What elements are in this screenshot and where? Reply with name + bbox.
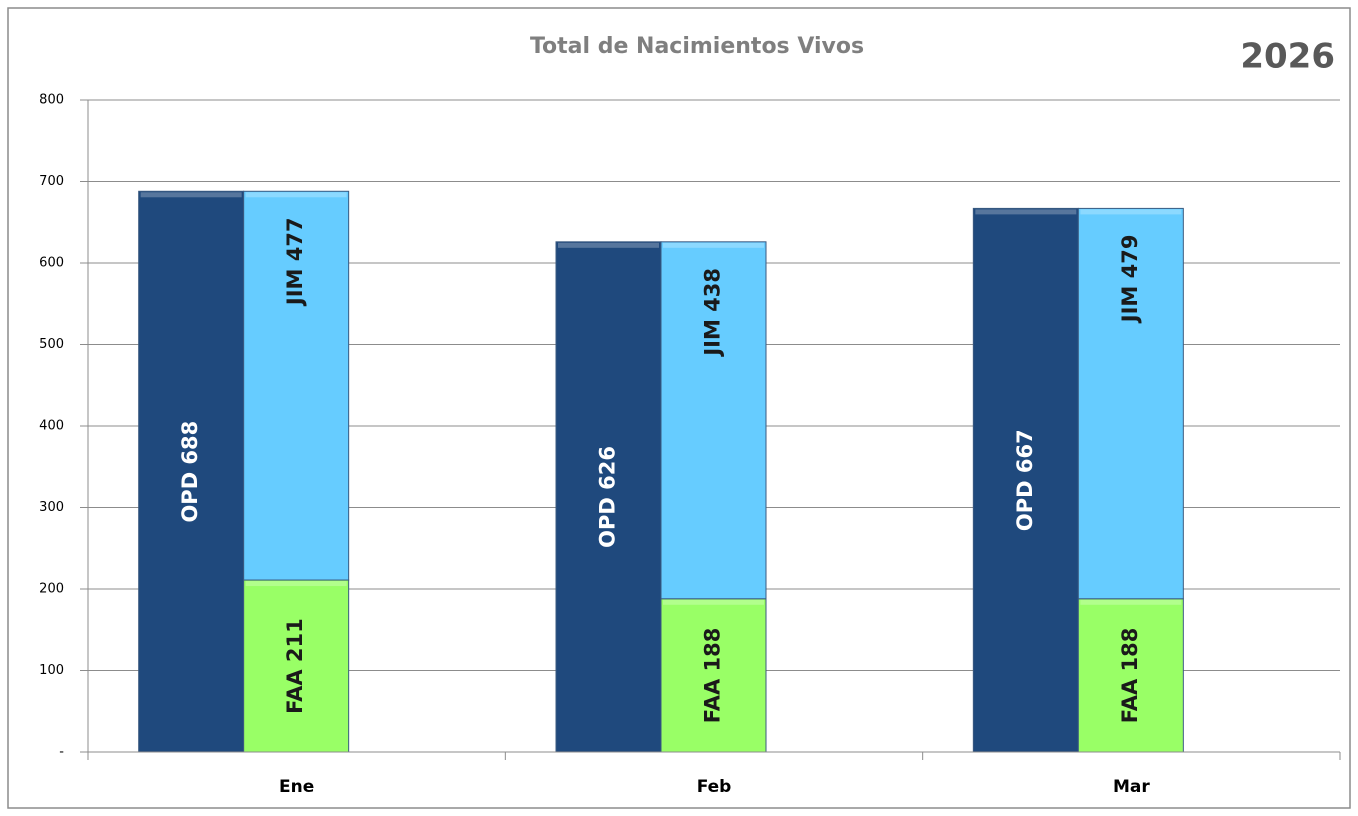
- value-label: FAA 188: [700, 628, 724, 724]
- bar-segment: [1077, 207, 1184, 600]
- bar-segment: [243, 190, 350, 581]
- y-tick-label: -: [59, 745, 64, 760]
- bar-highlight: [557, 242, 659, 248]
- bar-segment: [1077, 598, 1184, 753]
- bar-highlight: [245, 192, 347, 198]
- bar-highlight: [975, 209, 1077, 215]
- y-tick-label: 700: [39, 174, 64, 189]
- bar-highlight: [140, 192, 242, 198]
- bar-segment: [660, 241, 767, 600]
- x-tick-label: Feb: [697, 777, 732, 797]
- y-tick-label: 300: [39, 500, 64, 515]
- value-label: FAA 188: [1118, 628, 1142, 724]
- y-tick-label: 100: [39, 663, 64, 678]
- y-tick-label: 400: [39, 419, 64, 434]
- y-tick-label: 200: [39, 582, 64, 597]
- value-label: OPD 626: [595, 446, 619, 548]
- value-label: JIM 479: [1118, 235, 1142, 325]
- value-label: OPD 688: [178, 421, 202, 523]
- value-label: FAA 211: [283, 618, 307, 714]
- bar-highlight: [662, 242, 764, 248]
- value-label: OPD 667: [1013, 429, 1037, 531]
- y-tick-label: 600: [39, 256, 64, 271]
- y-tick-label: 500: [39, 337, 64, 352]
- x-tick-label: Mar: [1113, 777, 1150, 797]
- bar-segment: [243, 579, 350, 753]
- y-tick-label: 800: [39, 93, 64, 108]
- value-label: JIM 438: [700, 268, 724, 358]
- bar-segment: [660, 598, 767, 753]
- bar-segment: [972, 207, 1079, 753]
- bar-highlight: [1080, 599, 1182, 605]
- value-label: JIM 477: [283, 217, 307, 307]
- bar-highlight: [245, 581, 347, 587]
- year-annotation: 2026: [1240, 37, 1335, 77]
- bar-highlight: [662, 599, 764, 605]
- x-tick-label: Ene: [279, 777, 314, 797]
- bar-segment: [138, 190, 245, 753]
- chart-title: Total de Nacimientos Vivos: [530, 34, 864, 59]
- bar-highlight: [1080, 209, 1182, 215]
- bar-segment: [555, 241, 662, 753]
